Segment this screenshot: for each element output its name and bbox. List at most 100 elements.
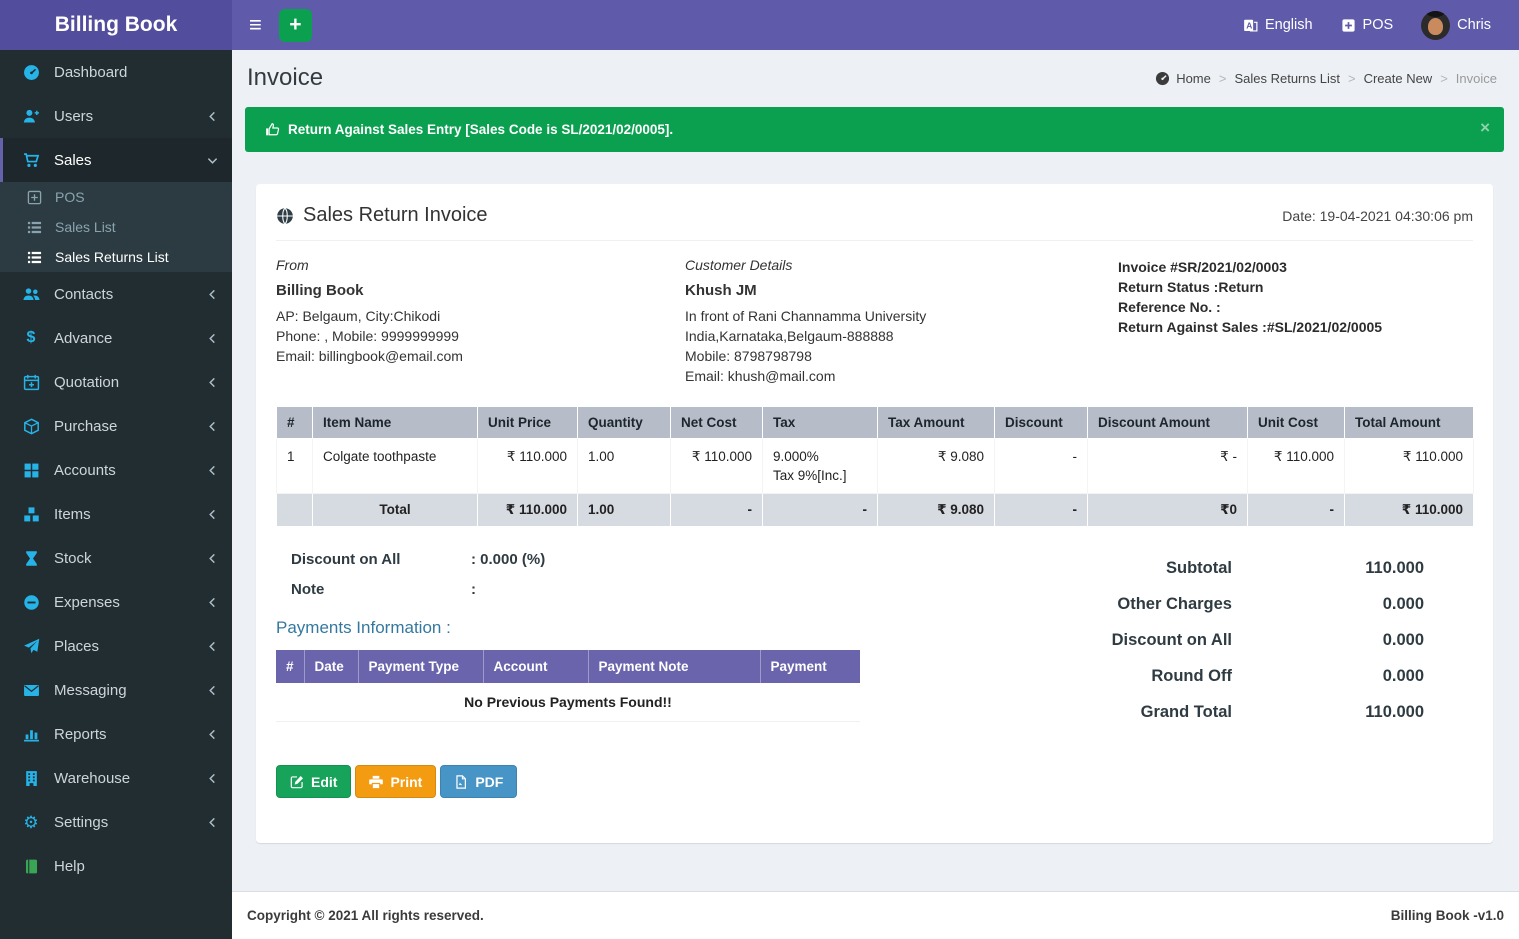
customer-heading: Customer Details bbox=[685, 257, 793, 273]
sidebar-subitem-sales-list[interactable]: Sales List bbox=[0, 212, 232, 242]
hand-pointer-icon bbox=[265, 122, 280, 137]
grid-icon bbox=[21, 462, 41, 479]
discount-on-all-row: Discount on All : 0.000 (%) bbox=[291, 551, 860, 568]
customer-address2: India,Karnataka,Belgaum-888888 bbox=[685, 328, 894, 344]
pos-link[interactable]: POS bbox=[1341, 17, 1393, 33]
sidebar-subitem-sales-returns-list[interactable]: Sales Returns List bbox=[0, 242, 232, 272]
hamburger-icon[interactable]: ≡ bbox=[249, 12, 262, 37]
sidebar-item-purchase[interactable]: Purchase bbox=[0, 404, 232, 448]
sidebar-item-items[interactable]: Items bbox=[0, 492, 232, 536]
edit-button[interactable]: Edit bbox=[276, 765, 352, 798]
chevron-down-icon bbox=[207, 157, 218, 164]
sidebar-item-reports[interactable]: Reports bbox=[0, 712, 232, 756]
sidebar-item-contacts[interactable]: Contacts bbox=[0, 272, 232, 316]
breadcrumb-home[interactable]: Home bbox=[1155, 71, 1211, 86]
summary-subtotal: Subtotal 110.000 bbox=[860, 559, 1424, 578]
sidebar-item-expenses[interactable]: Expenses bbox=[0, 580, 232, 624]
calendar-plus-icon bbox=[21, 374, 41, 391]
col-header: Net Cost bbox=[670, 406, 763, 439]
sidebar-item-label: Help bbox=[54, 857, 85, 875]
sidebar-item-places[interactable]: Places bbox=[0, 624, 232, 668]
edit-button-label: Edit bbox=[311, 773, 338, 790]
list-icon bbox=[25, 220, 43, 235]
sidebar-item-label: Quotation bbox=[54, 373, 120, 391]
sidebar-item-label: Places bbox=[54, 637, 100, 655]
invoice-title: Sales Return Invoice bbox=[276, 204, 488, 227]
sidebar-item-settings[interactable]: ⚙ Settings bbox=[0, 800, 232, 844]
add-button[interactable]: + bbox=[278, 8, 312, 42]
summary-label: Discount on All bbox=[1111, 631, 1232, 649]
brand-logo[interactable]: Billing Book bbox=[0, 0, 232, 50]
sidebar-item-warehouse[interactable]: Warehouse bbox=[0, 756, 232, 800]
users-icon bbox=[21, 286, 41, 303]
sidebar-item-users[interactable]: Users bbox=[0, 94, 232, 138]
from-heading: From bbox=[276, 257, 309, 273]
summary-value: 110.000 bbox=[1365, 559, 1424, 577]
dollar-icon: $ bbox=[26, 329, 36, 346]
invoice-date: Date: 19-04-2021 04:30:06 pm bbox=[1282, 207, 1473, 224]
summary-other-charges: Other Charges 0.000 bbox=[860, 595, 1424, 614]
sidebar-item-stock[interactable]: Stock bbox=[0, 536, 232, 580]
col-header: Total Amount bbox=[1344, 406, 1474, 439]
sidebar-item-label: Expenses bbox=[54, 593, 120, 611]
customer-block: Customer Details Khush JM In front of Ra… bbox=[685, 257, 1096, 386]
user-menu[interactable]: Chris bbox=[1421, 10, 1491, 40]
total-label: Total bbox=[312, 493, 478, 527]
payments-empty-row: No Previous Payments Found!! bbox=[276, 683, 860, 722]
chevron-left-icon bbox=[209, 421, 215, 431]
top-navbar: ≡ + A English POS Chris bbox=[232, 0, 1519, 50]
pdf-button[interactable]: PDF bbox=[440, 765, 518, 798]
breadcrumb-create-new[interactable]: Create New bbox=[1363, 70, 1433, 86]
content-area: Invoice Home > Sales Returns List > Crea… bbox=[232, 50, 1519, 891]
note-value: : bbox=[471, 581, 476, 598]
return-against-sales: Return Against Sales :#SL/2021/02/0005 bbox=[1118, 319, 1383, 335]
item-tax: 9.000% Tax 9%[Inc.] bbox=[762, 438, 878, 494]
total-empty bbox=[276, 493, 313, 527]
summary-value: 0.000 bbox=[1382, 631, 1424, 649]
total-discount-amount: ₹0 bbox=[1087, 493, 1248, 527]
summary-value: 0.000 bbox=[1382, 667, 1424, 685]
chevron-left-icon bbox=[209, 289, 215, 299]
from-phone: Phone: , Mobile: 9999999999 bbox=[276, 328, 459, 344]
payments-heading: Payments Information : bbox=[276, 618, 451, 637]
col-header: Quantity bbox=[577, 406, 671, 439]
from-email: Email: billingbook@email.com bbox=[276, 348, 463, 364]
sales-submenu: POS Sales List Sales Returns List bbox=[0, 182, 232, 272]
total-unit-price: ₹ 110.000 bbox=[477, 493, 578, 527]
col-header: Account bbox=[483, 650, 589, 683]
sidebar-item-quotation[interactable]: Quotation bbox=[0, 360, 232, 404]
invoice-card: Sales Return Invoice Date: 19-04-2021 04… bbox=[256, 184, 1493, 843]
language-selector[interactable]: A English bbox=[1243, 17, 1313, 33]
item-quantity: 1.00 bbox=[577, 438, 671, 494]
col-header: Payment Type bbox=[358, 650, 484, 683]
sidebar-item-messaging[interactable]: Messaging bbox=[0, 668, 232, 712]
sidebar-item-label: Stock bbox=[54, 549, 92, 567]
sidebar-item-advance[interactable]: $ Advance bbox=[0, 316, 232, 360]
item-tax-rate: 9.000% bbox=[773, 449, 819, 464]
sidebar-subitem-pos[interactable]: POS bbox=[0, 182, 232, 212]
sidebar-item-dashboard[interactable]: Dashboard bbox=[0, 50, 232, 94]
summary-label: Other Charges bbox=[1117, 595, 1232, 613]
print-button[interactable]: Print bbox=[355, 765, 437, 798]
sidebar-item-accounts[interactable]: Accounts bbox=[0, 448, 232, 492]
col-header: Payment bbox=[760, 650, 861, 683]
chevron-left-icon bbox=[209, 729, 215, 739]
sidebar-subitem-label: Sales List bbox=[55, 219, 116, 235]
gears-icon: ⚙ bbox=[23, 812, 39, 832]
invoice-summary: Subtotal 110.000 Other Charges 0.000 Dis… bbox=[860, 551, 1473, 739]
col-header: Item Name bbox=[312, 406, 478, 439]
edit-icon bbox=[290, 775, 304, 789]
reference-number: Reference No. : bbox=[1118, 299, 1221, 315]
sidebar-item-label: Messaging bbox=[54, 681, 127, 699]
sidebar-item-sales[interactable]: Sales bbox=[0, 138, 232, 182]
breadcrumb-sales-returns-list[interactable]: Sales Returns List bbox=[1234, 70, 1340, 86]
sidebar-item-help[interactable]: Help bbox=[0, 844, 232, 888]
col-header: Unit Cost bbox=[1247, 406, 1345, 439]
summary-label: Grand Total bbox=[1140, 703, 1232, 721]
breadcrumb-separator: > bbox=[1347, 70, 1356, 86]
chevron-left-icon bbox=[209, 509, 215, 519]
invoice-card-header: Sales Return Invoice Date: 19-04-2021 04… bbox=[276, 204, 1473, 241]
breadcrumb-current: Invoice bbox=[1455, 70, 1497, 86]
close-icon[interactable]: × bbox=[1480, 118, 1490, 137]
